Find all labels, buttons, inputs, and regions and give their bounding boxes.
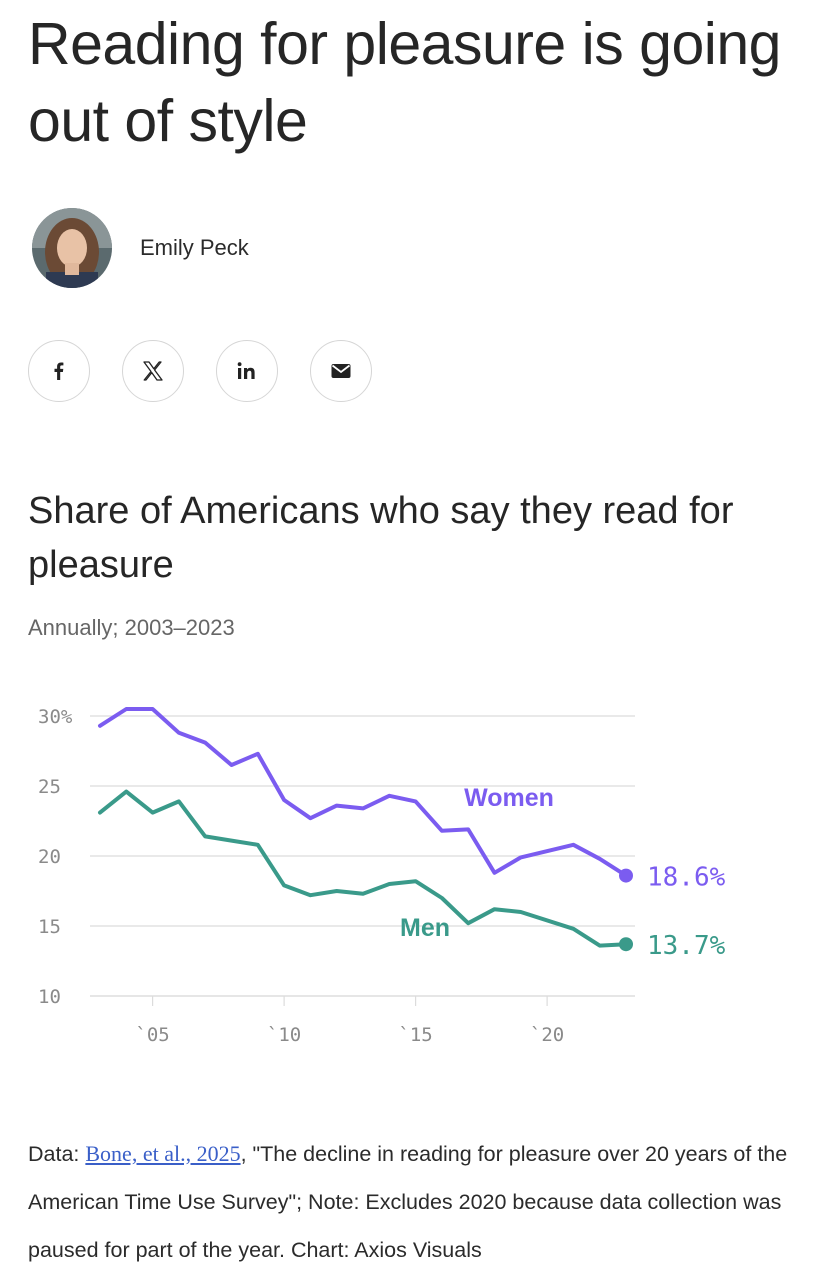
y-tick-label: 15 xyxy=(38,916,61,938)
email-icon xyxy=(331,364,351,378)
reading-line-chart: 30% 25 20 15 10 `05 `10 `15 `20 18.6% Women 13.7% Me… xyxy=(38,706,726,1046)
chart-subtitle: Annually; 2003–2023 xyxy=(28,615,235,640)
x-icon xyxy=(143,361,163,381)
x-tick-label: `10 xyxy=(267,1024,301,1046)
share-x-button[interactable] xyxy=(122,340,184,402)
series-line-men xyxy=(98,789,628,948)
x-tick-label: `15 xyxy=(398,1024,432,1046)
series-line-women xyxy=(98,707,628,878)
byline: Emily Peck xyxy=(32,207,249,289)
chart-source-note: Data: Bone, et al., 2025, "The decline i… xyxy=(28,1130,808,1274)
y-tick-label: 25 xyxy=(38,776,61,798)
share-linkedin-button[interactable] xyxy=(216,340,278,402)
y-tick-label: 30% xyxy=(38,706,73,728)
source-text: , "The decline in reading for pleasure o… xyxy=(28,1142,788,1262)
y-tick-label: 10 xyxy=(38,986,61,1008)
facebook-icon xyxy=(54,362,64,380)
x-tick-label: `05 xyxy=(135,1024,169,1046)
share-email-button[interactable] xyxy=(310,340,372,402)
article-headline: Reading for pleasure is going out of sty… xyxy=(28,11,782,154)
chart-title: Share of Americans who say they read for… xyxy=(28,490,734,586)
source-link[interactable]: Bone, et al., 2025 xyxy=(85,1141,241,1166)
share-facebook-button[interactable] xyxy=(28,340,90,402)
source-prefix: Data: xyxy=(28,1142,86,1166)
series-end-point-women xyxy=(619,868,633,883)
author-name[interactable]: Emily Peck xyxy=(140,235,249,260)
author-avatar[interactable] xyxy=(32,208,112,288)
series-name-label-men: Men xyxy=(400,914,450,942)
share-buttons xyxy=(28,340,372,402)
linkedin-icon xyxy=(237,362,255,379)
series-end-label-men: 13.7% xyxy=(647,931,726,961)
series-name-label-women: Women xyxy=(464,784,554,812)
series-end-point-men xyxy=(619,937,633,952)
y-tick-label: 20 xyxy=(38,846,61,868)
series-end-label-women: 18.6% xyxy=(647,863,726,893)
x-tick-label: `20 xyxy=(530,1024,564,1046)
